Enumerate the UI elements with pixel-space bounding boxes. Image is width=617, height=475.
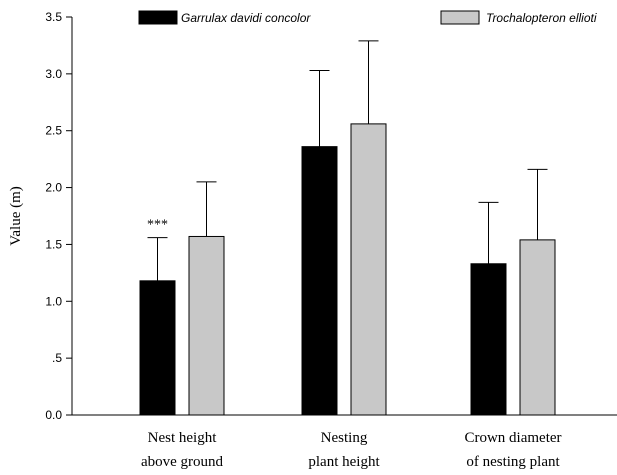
y-tick-label: 2.0 xyxy=(45,181,62,195)
legend-swatch xyxy=(440,10,480,25)
y-axis-ticks: 0.0 .5 1.0 1.5 2.0 2.5 3.0 3.5 xyxy=(45,10,72,422)
bar-trochalopteron xyxy=(350,123,387,416)
bar-garrulax xyxy=(301,146,338,416)
x-axis-category-labels: Nest height above ground Nesting plant heig… xyxy=(141,430,562,470)
legend-label: Garrulax davidi concolor xyxy=(181,11,311,25)
x-category-label: above ground xyxy=(141,454,224,470)
legend-swatch xyxy=(138,10,178,25)
significance-annotation: *** xyxy=(147,218,168,233)
x-category-label: Nesting xyxy=(321,430,368,446)
y-tick-label: 1.5 xyxy=(45,237,62,251)
y-tick-label: 2.5 xyxy=(45,124,62,138)
x-category-label: of nesting plant xyxy=(466,454,560,470)
plot-area: *** xyxy=(139,40,556,416)
bar-trochalopteron xyxy=(188,235,225,416)
y-tick-label: 0.0 xyxy=(45,408,62,422)
legend: Garrulax davidi concolor Trochalopteron e… xyxy=(138,10,597,25)
bar-trochalopteron xyxy=(519,239,556,416)
legend-label: Trochalopteron ellioti xyxy=(486,11,597,25)
y-tick-label: .5 xyxy=(52,351,62,365)
bar-garrulax xyxy=(139,280,176,416)
y-tick-label: 1.0 xyxy=(45,294,62,308)
x-category-label: Nest height xyxy=(148,430,218,446)
y-tick-label: 3.0 xyxy=(45,67,62,81)
bar-garrulax xyxy=(470,263,507,416)
y-tick-label: 3.5 xyxy=(45,10,62,24)
y-axis-title: Value (m) xyxy=(8,186,24,246)
x-category-label: Crown diameter xyxy=(464,430,561,446)
x-category-label: plant height xyxy=(308,454,380,470)
